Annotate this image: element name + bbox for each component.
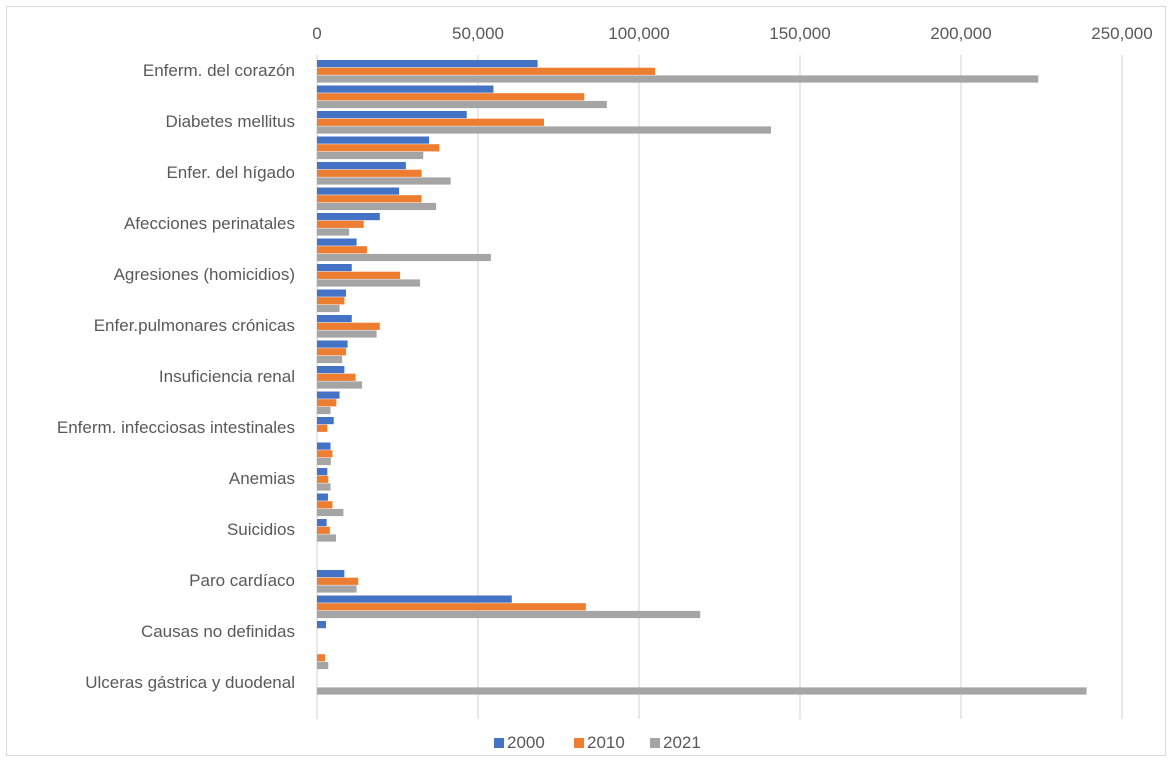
bar-2010 — [317, 271, 401, 279]
bar-2010 — [317, 603, 586, 611]
category-label: Paro cardíaco — [189, 571, 295, 590]
bar-2000 — [317, 289, 346, 297]
x-tick-label: 150,000 — [769, 24, 830, 43]
legend-swatch-2000 — [494, 738, 504, 748]
bar-2010 — [317, 654, 326, 662]
legend: 2000 2010 2021 — [494, 733, 701, 752]
x-axis-ticks: 0 50,000 100,000 150,000 200,000 250,000 — [312, 24, 1152, 43]
category-labels: Enferm. del corazón Diabetes mellitus Enfe… — [57, 61, 295, 692]
bar-2000 — [317, 213, 380, 221]
bar-2010 — [317, 169, 422, 177]
legend-label-2021: 2021 — [663, 733, 701, 752]
bar-2010 — [317, 144, 440, 152]
bar-2021 — [317, 381, 363, 389]
x-tick-label: 200,000 — [930, 24, 991, 43]
bar-2000 — [317, 621, 327, 629]
bar-2000 — [317, 111, 467, 119]
bar-2000 — [317, 570, 345, 578]
bar-2021 — [317, 457, 331, 466]
category-label: Causas no definidas — [141, 622, 295, 641]
chart-frame: 0 50,000 100,000 150,000 200,000 250,000 Enfe… — [6, 6, 1166, 756]
bar-2021 — [317, 483, 331, 491]
bar-2000 — [317, 187, 400, 195]
bar-2000 — [317, 493, 328, 501]
legend-label-2000: 2000 — [507, 733, 545, 752]
bars — [317, 60, 1087, 695]
bar-2021 — [317, 100, 607, 109]
x-tick-label: 100,000 — [608, 24, 669, 43]
bar-2010 — [317, 348, 346, 356]
bar-2010 — [317, 450, 333, 458]
legend-swatch-2010 — [574, 738, 584, 748]
bar-2000 — [317, 238, 357, 246]
bar-2021 — [317, 75, 1039, 83]
x-tick-label: 50,000 — [452, 24, 504, 43]
bar-chart: 0 50,000 100,000 150,000 200,000 250,000 Enfe… — [57, 24, 1153, 752]
bar-2021 — [317, 279, 421, 287]
bar-2010 — [317, 577, 359, 585]
bar-2010 — [317, 118, 545, 126]
bar-2010 — [317, 93, 585, 101]
bar-2000 — [317, 340, 348, 348]
bar-2010 — [317, 475, 329, 483]
bar-2021 — [317, 177, 451, 185]
x-tick-label: 250,000 — [1091, 24, 1152, 43]
bar-2000 — [317, 264, 352, 272]
bar-2021 — [317, 330, 377, 338]
bar-2010 — [317, 501, 333, 509]
bar-2021 — [317, 406, 331, 415]
bar-2021 — [317, 508, 344, 517]
bar-2010 — [317, 67, 656, 75]
bar-2000 — [317, 85, 494, 93]
bar-2000 — [317, 60, 538, 68]
legend-swatch-2021 — [650, 738, 660, 748]
category-label: Anemias — [229, 469, 295, 488]
bar-2010 — [317, 220, 364, 228]
category-label: Afecciones perinatales — [124, 214, 295, 233]
bar-2010 — [317, 322, 380, 330]
category-label: Ulceras gástrica y duodenal — [85, 673, 295, 692]
bar-2021 — [317, 253, 491, 262]
bar-2021 — [317, 661, 329, 670]
legend-label-2010: 2010 — [587, 733, 625, 752]
gridlines — [316, 55, 1123, 719]
bar-2000 — [317, 595, 512, 603]
bar-2000 — [317, 519, 327, 527]
bar-2010 — [317, 373, 356, 381]
bar-2000 — [317, 442, 331, 450]
bar-2010 — [317, 424, 328, 432]
bar-2021 — [317, 304, 340, 313]
bar-2010 — [317, 399, 337, 407]
bar-2021 — [317, 126, 772, 134]
bar-2010 — [317, 246, 367, 254]
bar-2000 — [317, 468, 328, 476]
category-label: Insuficiencia renal — [159, 367, 295, 386]
x-tick-label: 0 — [312, 24, 321, 43]
bar-2021 — [317, 151, 424, 160]
category-label: Enfer. del hígado — [166, 163, 295, 182]
category-label: Agresiones (homicidios) — [114, 265, 295, 284]
bar-2010 — [317, 195, 422, 203]
bar-2000 — [317, 315, 352, 323]
category-label: Suicidios — [227, 520, 295, 539]
bar-2000 — [317, 417, 334, 425]
category-label: Enfer.pulmonares crónicas — [94, 316, 295, 335]
bar-2021 — [317, 687, 1087, 695]
bar-2021 — [317, 534, 336, 542]
category-label: Enferm. infecciosas intestinales — [57, 418, 295, 437]
bar-2010 — [317, 526, 330, 534]
bar-2000 — [317, 391, 340, 399]
bar-2000 — [317, 136, 430, 144]
bar-2021 — [317, 610, 701, 619]
bar-2021 — [317, 355, 343, 364]
bar-2000 — [317, 366, 345, 374]
bar-2021 — [317, 228, 350, 236]
category-label: Enferm. del corazón — [143, 61, 295, 80]
bar-2000 — [317, 162, 406, 170]
bar-2021 — [317, 585, 357, 593]
bar-2021 — [317, 202, 437, 211]
category-label: Diabetes mellitus — [166, 112, 295, 131]
bar-2010 — [317, 297, 345, 305]
